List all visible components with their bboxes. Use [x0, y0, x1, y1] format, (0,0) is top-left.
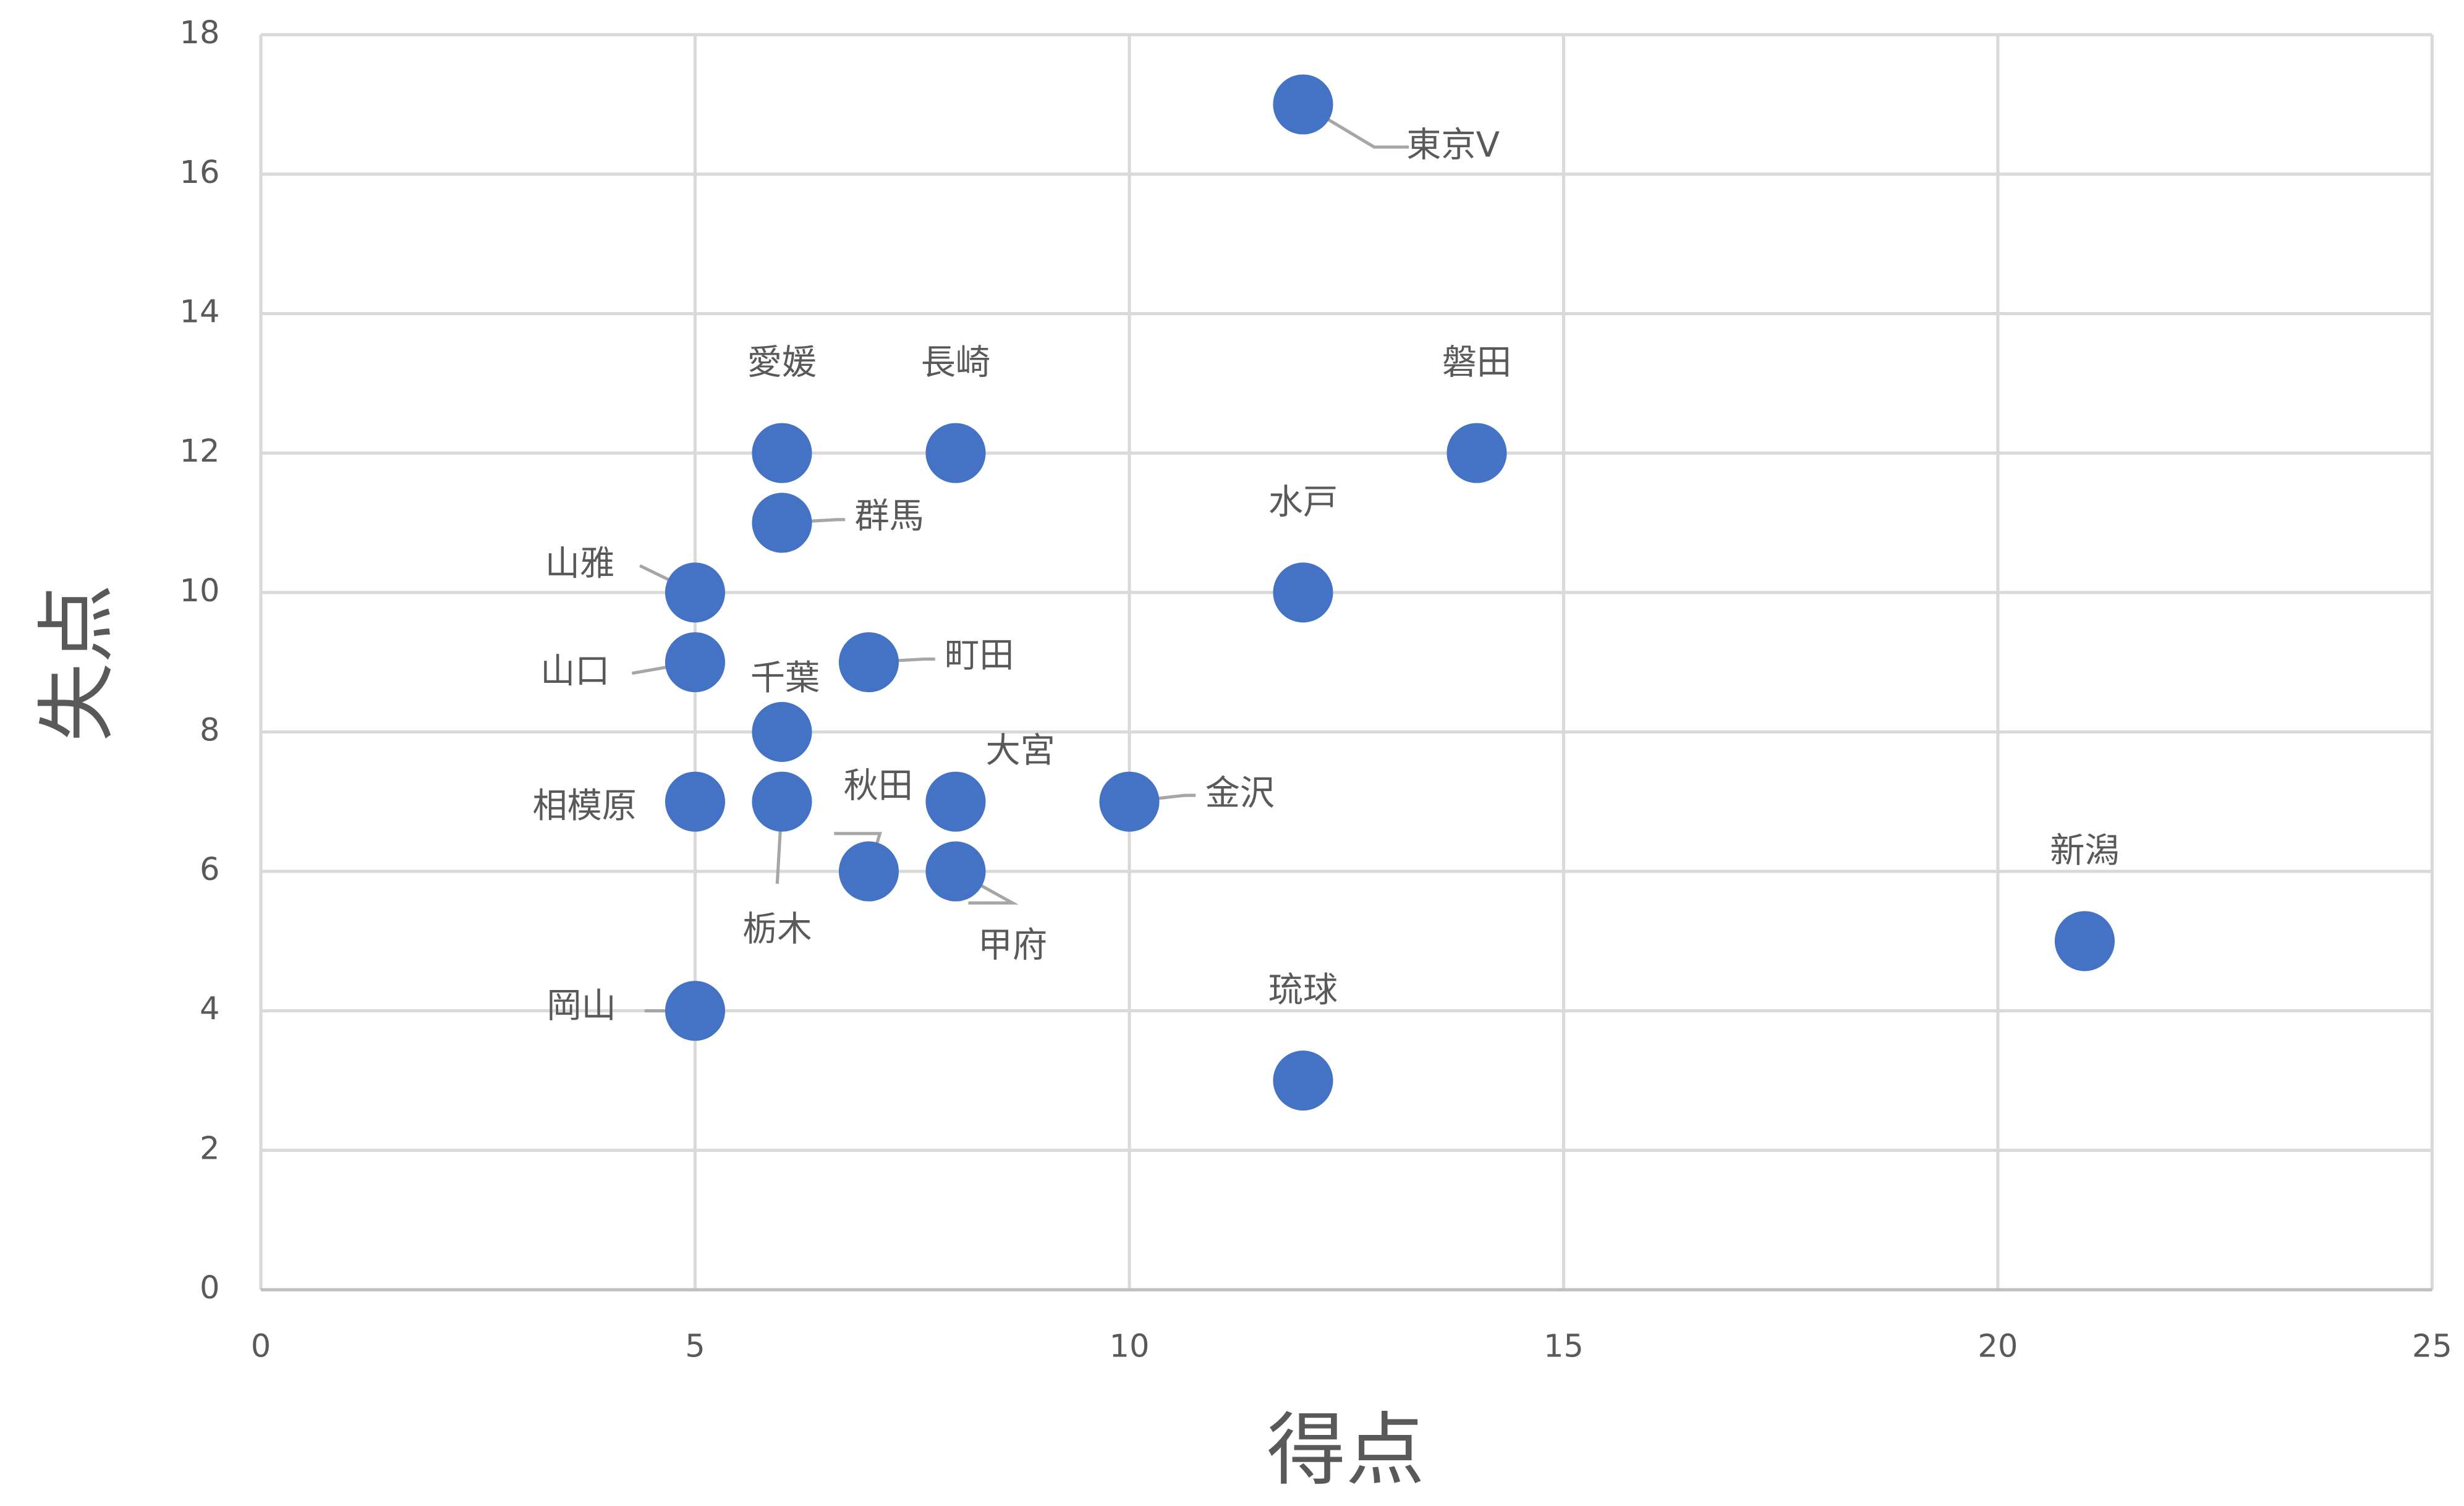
x-tick-label: 20: [1978, 1329, 2018, 1365]
point-label: 山口: [540, 651, 610, 692]
point: [752, 493, 812, 553]
point-label: 相模原: [532, 786, 637, 826]
point-label: 大宮: [986, 731, 1055, 771]
point: [1273, 74, 1333, 135]
y-tick-label: 12: [180, 433, 220, 470]
point: [752, 771, 812, 832]
y-tick-label: 8: [200, 712, 220, 748]
y-tick-label: 18: [180, 15, 220, 51]
point: [665, 562, 726, 623]
x-tick-label: 5: [685, 1329, 705, 1365]
y-tick-label: 2: [200, 1130, 220, 1167]
y-tick-label: 16: [180, 154, 220, 191]
point-label: 水戸: [1268, 482, 1338, 522]
x-tick-label: 15: [1544, 1329, 1584, 1365]
point: [2054, 911, 2115, 971]
point-label: 東京V: [1406, 125, 1500, 166]
point-label: 磐田: [1442, 343, 1511, 383]
x-axis-title: 得点: [1267, 1404, 1424, 1496]
point-label: 町田: [945, 636, 1014, 676]
x-tick-label: 0: [251, 1329, 271, 1365]
point-label: 群馬: [854, 496, 924, 536]
point: [838, 841, 899, 902]
y-tick-label: 10: [180, 573, 220, 609]
point-label: 金沢: [1205, 774, 1275, 814]
point: [665, 981, 726, 1041]
point-label: 長崎: [921, 343, 990, 383]
point: [1273, 1051, 1333, 1111]
x-tick-label: 25: [2412, 1329, 2452, 1365]
point: [1099, 771, 1160, 832]
x-tick-label: 10: [1109, 1329, 1149, 1365]
point-label: 山雅: [545, 544, 614, 584]
y-axis-title: 失点: [31, 584, 123, 742]
point: [838, 632, 899, 693]
point: [925, 771, 986, 832]
y-tick-label: 6: [200, 852, 220, 888]
point: [1273, 562, 1333, 623]
point: [1447, 423, 1507, 483]
point-label: 岡山: [546, 986, 616, 1026]
point: [665, 632, 726, 693]
point: [665, 771, 726, 832]
point-label: 新潟: [2050, 831, 2119, 871]
y-tick-label: 0: [200, 1270, 220, 1306]
point: [752, 423, 812, 483]
point-label: 琉球: [1268, 970, 1338, 1010]
point-label: 千葉: [750, 658, 820, 698]
point-label: 栃木: [742, 909, 812, 949]
point-label: 甲府: [978, 925, 1047, 965]
point: [752, 701, 812, 762]
point-label: 愛媛: [747, 343, 817, 383]
point: [925, 423, 986, 483]
point-label: 秋田: [844, 766, 913, 806]
point: [925, 841, 986, 902]
y-tick-label: 4: [200, 991, 220, 1028]
y-tick-label: 14: [180, 294, 220, 330]
